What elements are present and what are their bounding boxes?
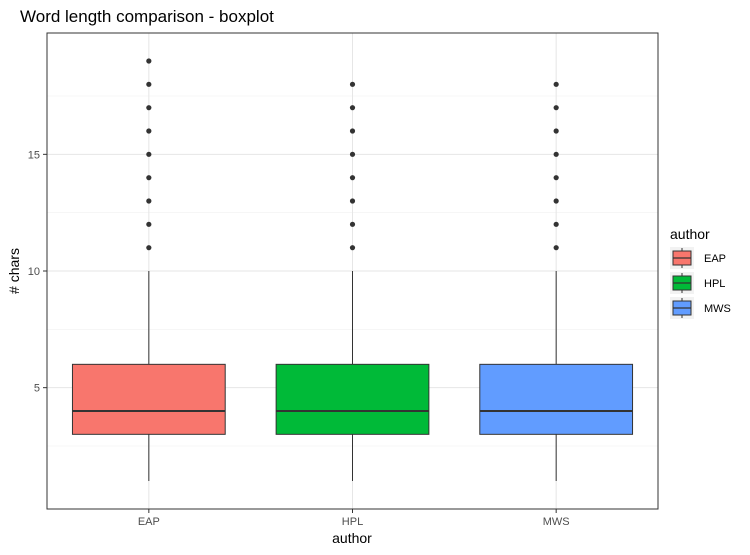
outlier-point bbox=[146, 128, 152, 134]
outlier-point bbox=[553, 221, 559, 227]
x-axis-label: author bbox=[332, 530, 372, 546]
outlier-point bbox=[146, 245, 152, 251]
legend-entry-hpl: HPL bbox=[670, 272, 725, 294]
x-tick-label: EAP bbox=[138, 516, 160, 528]
outlier-point bbox=[553, 175, 559, 181]
y-axis-label: # chars bbox=[6, 248, 22, 294]
legend-entry-mws: MWS bbox=[670, 297, 731, 319]
outlier-point bbox=[553, 151, 559, 157]
y-tick-label: 10 bbox=[28, 266, 40, 278]
outlier-point bbox=[553, 81, 559, 87]
outlier-point bbox=[349, 128, 356, 134]
outlier-point bbox=[349, 198, 356, 204]
outlier-point bbox=[553, 198, 559, 204]
outlier-point bbox=[146, 175, 152, 181]
outlier-point bbox=[349, 175, 356, 181]
outlier-point bbox=[146, 221, 152, 227]
chart-title: Word length comparison - boxplot bbox=[20, 7, 274, 26]
outlier-point bbox=[146, 81, 152, 87]
box-body bbox=[479, 363, 634, 435]
outlier-point bbox=[553, 128, 559, 134]
legend-entry-eap: EAP bbox=[670, 247, 726, 269]
legend: author EAP HPL MWS bbox=[670, 226, 731, 319]
x-tick-label: HPL bbox=[342, 516, 363, 528]
outlier-point bbox=[349, 221, 356, 227]
outlier-point bbox=[553, 245, 559, 251]
y-tick-label: 5 bbox=[34, 383, 40, 395]
outlier-point bbox=[146, 58, 152, 64]
box-body bbox=[275, 363, 430, 435]
outlier-point bbox=[553, 105, 559, 111]
box-hpl bbox=[275, 81, 430, 481]
outlier-point bbox=[146, 151, 152, 157]
outlier-point bbox=[349, 105, 356, 111]
axes: 5 10 15 EAP HPL MWS bbox=[28, 149, 570, 528]
outlier-point bbox=[146, 105, 152, 111]
outlier-point bbox=[349, 151, 356, 157]
legend-label: MWS bbox=[704, 303, 731, 315]
box-marks bbox=[71, 58, 634, 481]
outlier-point bbox=[349, 81, 356, 87]
legend-label: HPL bbox=[704, 278, 725, 290]
y-tick-label: 15 bbox=[28, 149, 40, 161]
box-mws bbox=[479, 81, 634, 481]
legend-label: EAP bbox=[704, 253, 726, 265]
box-eap bbox=[71, 58, 226, 481]
box-body bbox=[71, 363, 226, 435]
outlier-point bbox=[146, 198, 152, 204]
x-tick-label: MWS bbox=[543, 516, 570, 528]
legend-title: author bbox=[670, 226, 710, 242]
outlier-point bbox=[349, 245, 356, 251]
